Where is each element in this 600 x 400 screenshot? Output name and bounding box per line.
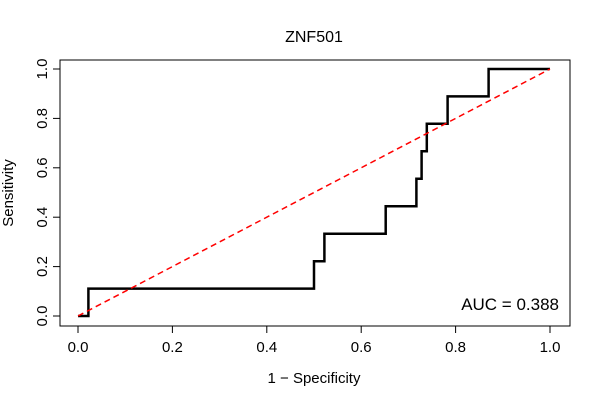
- x-tick-label: 1.0: [540, 339, 561, 356]
- y-axis-label: Sensitivity: [0, 159, 17, 227]
- x-tick-label: 0.2: [162, 339, 183, 356]
- y-tick-label: 0.6: [34, 157, 51, 178]
- chart-title: ZNF501: [285, 29, 343, 46]
- auc-annotation: AUC = 0.388: [461, 295, 559, 314]
- y-tick-label: 0.4: [34, 207, 51, 228]
- x-tick-label: 0.8: [445, 339, 466, 356]
- series-layer: [77, 67, 551, 318]
- x-tick-label: 0.0: [68, 339, 89, 356]
- y-tick-label: 1.0: [34, 59, 51, 80]
- x-axis: 0.0 0.2 0.4 0.6 0.8 1.0: [68, 326, 561, 356]
- reference-diagonal-line: [77, 68, 551, 317]
- x-tick-label: 0.6: [351, 339, 372, 356]
- x-tick-label: 0.4: [256, 339, 277, 356]
- y-axis: 0.0 0.2 0.4 0.6 0.8 1.0: [34, 59, 60, 327]
- y-tick-label: 0.0: [34, 306, 51, 327]
- y-tick-label: 0.8: [34, 108, 51, 129]
- y-tick-label: 0.2: [34, 256, 51, 277]
- x-axis-label: 1 − Specificity: [268, 370, 361, 387]
- plot-frame: [59, 59, 571, 327]
- roc-curve-line: [78, 67, 550, 318]
